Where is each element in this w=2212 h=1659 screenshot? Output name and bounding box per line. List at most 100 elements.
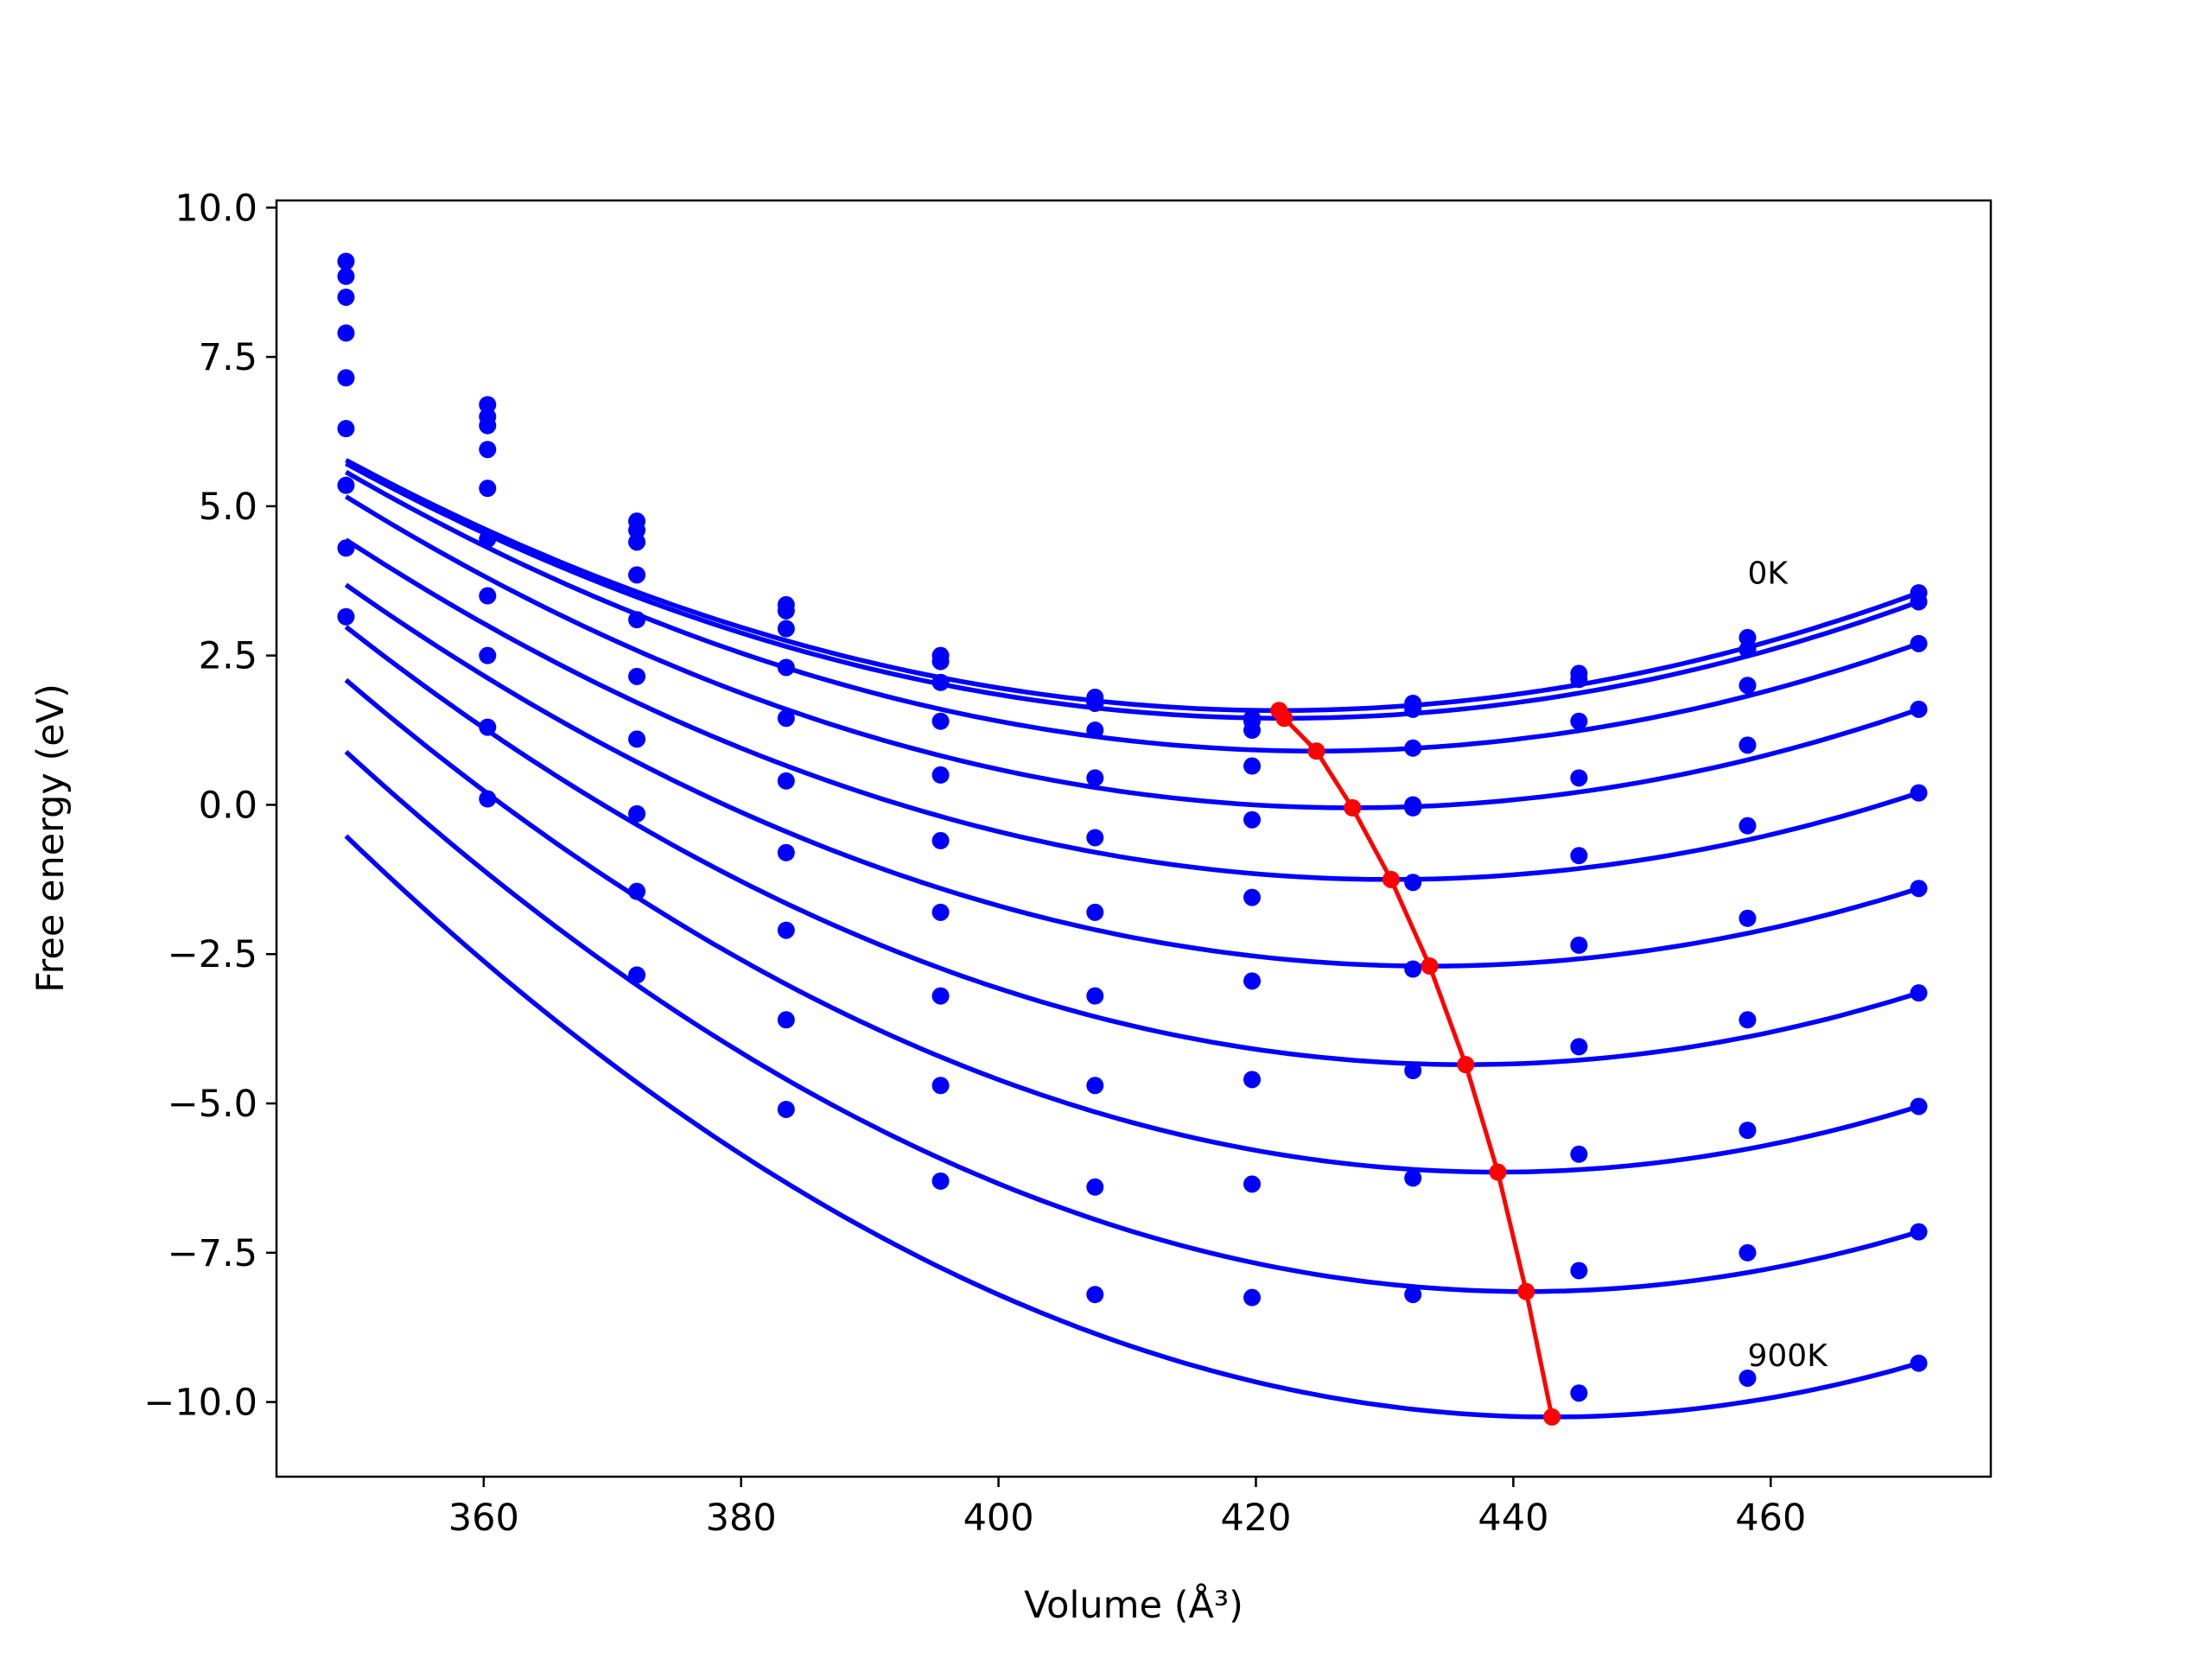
data-point: [1738, 909, 1757, 927]
data-point: [1086, 1286, 1104, 1304]
data-point: [1404, 798, 1422, 817]
data-point: [931, 987, 950, 1005]
data-point: [1243, 757, 1262, 775]
data-point: [1570, 1384, 1588, 1402]
y-tick-label: 10.0: [175, 187, 257, 230]
y-tick-label: −2.5: [168, 933, 257, 976]
data-point: [479, 396, 497, 414]
data-point: [1243, 972, 1262, 990]
minimum-point: [1307, 742, 1325, 760]
data-point: [1243, 1288, 1262, 1306]
minimum-point: [1543, 1408, 1561, 1426]
temperature-annotation: 0K: [1747, 556, 1789, 592]
data-point: [1086, 987, 1104, 1005]
data-point: [1086, 903, 1104, 921]
y-axis-label: Free energy (eV): [29, 683, 73, 993]
data-point: [337, 476, 355, 494]
data-point: [1570, 1145, 1588, 1163]
data-point: [628, 882, 646, 900]
plot-area: [337, 252, 1928, 1426]
data-point: [1738, 1011, 1757, 1029]
x-tick-label: 380: [706, 1497, 777, 1540]
minimum-point: [1489, 1163, 1507, 1181]
data-point: [1243, 888, 1262, 906]
fit-curve: [344, 677, 1920, 1175]
data-point: [337, 539, 355, 557]
data-point: [1910, 1354, 1928, 1372]
data-point: [931, 673, 950, 691]
data-point: [931, 903, 950, 921]
fit-curve: [344, 749, 1920, 1294]
data-point: [337, 369, 355, 387]
minimum-point: [1517, 1282, 1535, 1300]
x-axis-label: Volume (Å³): [1024, 1583, 1243, 1627]
data-point: [1243, 1071, 1262, 1089]
x-tick-label: 440: [1478, 1497, 1548, 1540]
data-point: [1404, 700, 1422, 718]
data-point: [1570, 1038, 1588, 1056]
x-axis: 360 380 400 420 440 460: [448, 1477, 1806, 1540]
data-point: [1570, 671, 1588, 689]
data-point: [337, 267, 355, 285]
data-point: [1404, 874, 1422, 892]
data-point: [931, 766, 950, 784]
data-point: [479, 480, 497, 498]
data-point: [1404, 1286, 1422, 1304]
y-tick-label: −5.0: [168, 1083, 257, 1126]
data-point: [337, 324, 355, 342]
data-point: [1738, 1369, 1757, 1387]
data-point: [479, 718, 497, 736]
fit-curve: [344, 834, 1920, 1420]
data-point: [1738, 677, 1757, 695]
y-tick-label: −10.0: [143, 1382, 257, 1425]
data-point: [337, 288, 355, 306]
data-point: [1738, 1122, 1757, 1140]
annotations: 0K 900K: [1747, 556, 1828, 1374]
fit-curve: [344, 582, 1920, 969]
minimum-point: [1382, 870, 1400, 888]
data-point: [479, 646, 497, 664]
data-point: [337, 420, 355, 438]
data-point: [628, 667, 646, 685]
x-tick-label: 400: [963, 1497, 1034, 1540]
y-tick-label: −7.5: [168, 1232, 257, 1275]
data-point: [1404, 739, 1422, 757]
data-point: [1570, 936, 1588, 954]
data-point: [777, 1011, 795, 1029]
y-tick-label: 7.5: [199, 336, 257, 379]
data-point: [337, 607, 355, 626]
data-point: [479, 587, 497, 605]
data-point: [628, 566, 646, 584]
data-point: [777, 709, 795, 728]
minimum-point: [1275, 709, 1294, 728]
data-point: [931, 712, 950, 730]
data-point: [1910, 880, 1928, 898]
data-point: [1738, 628, 1757, 646]
data-point: [931, 831, 950, 849]
minimum-point: [1457, 1056, 1475, 1074]
fit-curve: [345, 469, 1920, 753]
data-point: [628, 611, 646, 629]
y-axis: −10.0 −7.5 −5.0 −2.5 0.0 2.5 5.0 7.5 10.0: [143, 187, 276, 1425]
minimum-point: [1421, 957, 1439, 976]
data-point: [777, 772, 795, 790]
data-point: [479, 441, 497, 459]
data-point: [1738, 817, 1757, 835]
data-point: [1086, 1077, 1104, 1095]
data-point: [931, 1077, 950, 1095]
data-point: [931, 652, 950, 671]
fit-curve: [344, 494, 1920, 810]
data-point: [1243, 1175, 1262, 1193]
data-point: [1404, 960, 1422, 978]
data-point: [1738, 1243, 1757, 1262]
data-point: [479, 790, 497, 808]
data-point: [1910, 984, 1928, 1002]
data-point: [1570, 769, 1588, 787]
minimum-path-line: [1277, 709, 1554, 1418]
data-point: [1570, 847, 1588, 865]
minimum-point: [1344, 798, 1362, 817]
plot-frame: [275, 199, 1993, 1478]
y-tick-label: 0.0: [199, 784, 257, 827]
data-point: [1086, 769, 1104, 787]
